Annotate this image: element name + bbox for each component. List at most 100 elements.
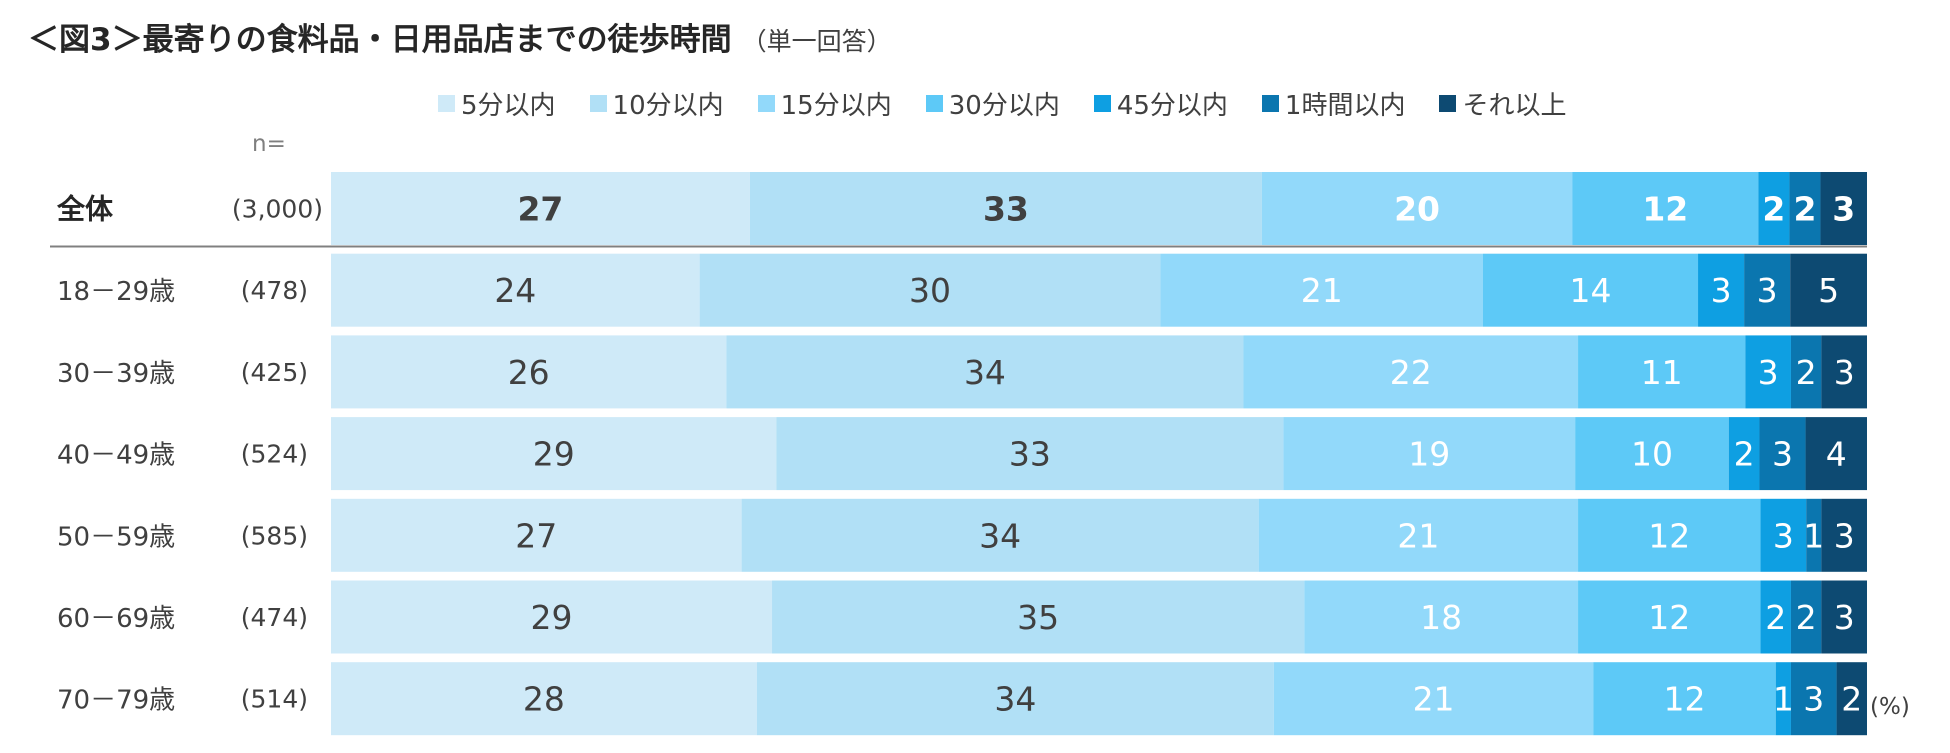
bar-segment bbox=[1821, 580, 1867, 654]
legend-item: 1時間以内 bbox=[1261, 85, 1406, 122]
data-label: 34 bbox=[964, 353, 1006, 392]
data-label: 29 bbox=[531, 598, 573, 637]
title-text: ＜図3＞最寄りの食料品・日用品店までの徒歩時間 bbox=[28, 22, 732, 58]
data-label: 3 bbox=[1834, 353, 1855, 392]
data-label: 12 bbox=[1648, 598, 1690, 637]
data-label: 3 bbox=[1772, 435, 1793, 474]
row-n: (514) bbox=[241, 685, 308, 714]
data-label: 1 bbox=[1803, 516, 1824, 555]
bar-segment bbox=[1243, 335, 1579, 409]
legend-label: 10分以内 bbox=[612, 90, 724, 121]
bar-segment bbox=[1728, 417, 1760, 491]
row-label: 50－59歳 bbox=[57, 522, 175, 552]
data-label: 21 bbox=[1301, 271, 1343, 310]
bar-segment bbox=[331, 417, 777, 491]
data-label: 1 bbox=[1773, 680, 1794, 719]
bar-segment bbox=[1790, 662, 1837, 736]
data-label: 35 bbox=[1017, 598, 1059, 637]
row-label: 60－69歳 bbox=[57, 604, 175, 634]
data-label: 19 bbox=[1408, 435, 1450, 474]
n-label: n= bbox=[252, 131, 286, 157]
data-label: 2 bbox=[1796, 353, 1817, 392]
legend-label: 1時間以内 bbox=[1284, 90, 1406, 121]
bar-row: 30－39歳 (425) 26 34 22 11 3 2 3 bbox=[57, 335, 1867, 409]
legend-label: 15分以内 bbox=[780, 90, 892, 121]
legend-swatch bbox=[1093, 94, 1111, 112]
bar-segment bbox=[776, 417, 1284, 491]
legend-label: それ以上 bbox=[1462, 90, 1567, 121]
data-label: 2 bbox=[1765, 598, 1786, 637]
bar-segment bbox=[331, 662, 757, 736]
bar-segment bbox=[1775, 662, 1791, 736]
unit-label: (%) bbox=[1870, 694, 1910, 720]
bar-segment bbox=[1283, 417, 1576, 491]
page-title: ＜図3＞最寄りの食料品・日用品店までの徒歩時間 （単一回答） bbox=[28, 14, 892, 59]
data-label: 34 bbox=[979, 516, 1021, 555]
data-label: 12 bbox=[1648, 516, 1690, 555]
row-label: 全体 bbox=[56, 193, 114, 226]
data-label: 2 bbox=[1793, 190, 1816, 229]
row-n: (478) bbox=[241, 276, 308, 305]
data-label: 3 bbox=[1834, 598, 1855, 637]
bar-segment bbox=[1578, 335, 1746, 409]
data-label: 3 bbox=[1711, 271, 1732, 310]
bar-segment bbox=[1578, 498, 1761, 572]
legend-item: 15分以内 bbox=[757, 85, 892, 122]
bar-segment bbox=[1261, 172, 1573, 245]
bar-segment bbox=[1744, 253, 1791, 327]
bar-segment bbox=[756, 662, 1274, 736]
bar-row: 60－69歳 (474) 29 35 18 12 2 2 3 bbox=[57, 580, 1867, 654]
data-label: 5 bbox=[1818, 271, 1839, 310]
data-label: 27 bbox=[515, 516, 557, 555]
bar-segment bbox=[1575, 417, 1729, 491]
bar-segment bbox=[726, 335, 1244, 409]
data-label: 3 bbox=[1758, 353, 1779, 392]
legend-item: 10分以内 bbox=[589, 85, 724, 122]
data-label: 3 bbox=[1832, 190, 1855, 229]
bar-segment bbox=[1805, 417, 1867, 491]
legend-swatch bbox=[1261, 94, 1279, 112]
bar-segment bbox=[1806, 498, 1822, 572]
bar-segment bbox=[1790, 335, 1822, 409]
legend-swatch bbox=[1439, 94, 1457, 112]
chart-legend: 5分以内 10分以内 15分以内 30分以内 45分以内 1時間以内 それ以上 bbox=[438, 85, 1600, 122]
data-label: 3 bbox=[1773, 516, 1794, 555]
bar-segment bbox=[1759, 417, 1806, 491]
bar-segment bbox=[1698, 253, 1745, 327]
legend-swatch bbox=[925, 94, 943, 112]
bar-segment bbox=[1836, 662, 1867, 736]
bar-segment bbox=[1821, 498, 1867, 572]
bar-segment bbox=[1483, 253, 1699, 327]
bar-segment bbox=[1820, 172, 1867, 245]
legend-label: 5分以内 bbox=[461, 90, 556, 121]
row-n: (585) bbox=[241, 521, 308, 550]
data-label: 4 bbox=[1826, 435, 1847, 474]
data-label: 30 bbox=[909, 271, 951, 310]
bar-row: 40－49歳 (524) 29 33 19 10 2 3 4 bbox=[57, 417, 1867, 491]
data-label: 18 bbox=[1420, 598, 1462, 637]
data-label: 12 bbox=[1664, 680, 1706, 719]
row-label: 40－49歳 bbox=[57, 441, 175, 471]
legend-swatch bbox=[757, 94, 775, 112]
row-label: 30－39歳 bbox=[57, 359, 175, 389]
row-label: 70－79歳 bbox=[57, 686, 175, 716]
data-label: 21 bbox=[1397, 516, 1439, 555]
bar-segment bbox=[1160, 253, 1483, 327]
bar-row: 70－79歳 (514) 28 34 21 12 1 3 2 bbox=[57, 662, 1867, 736]
data-label: 14 bbox=[1570, 271, 1612, 310]
data-label: 2 bbox=[1796, 598, 1817, 637]
data-label: 26 bbox=[508, 353, 550, 392]
bar-segment bbox=[1745, 335, 1791, 409]
data-label: 3 bbox=[1757, 271, 1778, 310]
row-n: (524) bbox=[241, 440, 308, 469]
data-label: 3 bbox=[1834, 516, 1855, 555]
data-label: 33 bbox=[1009, 435, 1051, 474]
bar-segment bbox=[1304, 580, 1579, 654]
row-n: (425) bbox=[241, 358, 308, 387]
bar-segment bbox=[1258, 498, 1579, 572]
data-label: 10 bbox=[1631, 435, 1673, 474]
data-label: 21 bbox=[1413, 680, 1455, 719]
data-label: 2 bbox=[1762, 190, 1785, 229]
legend-label: 45分以内 bbox=[1116, 90, 1228, 121]
